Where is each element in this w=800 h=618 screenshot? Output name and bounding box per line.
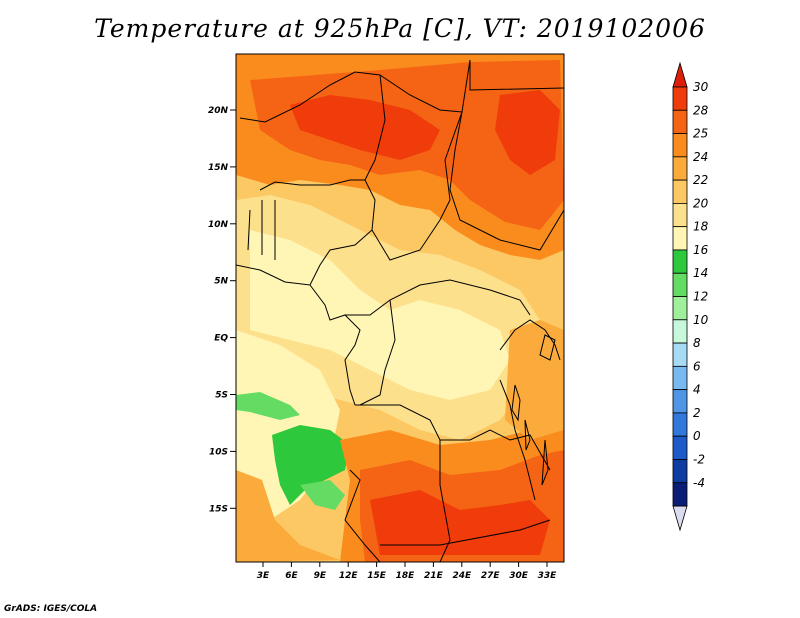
- colorbar-label: 4: [693, 383, 701, 397]
- colorbar-label: 8: [693, 336, 701, 350]
- lon-tick-label: 9E: [314, 571, 327, 581]
- colorbar-swatch: [672, 389, 688, 414]
- map-frame: [235, 53, 565, 563]
- colorbar-swatch: [672, 296, 688, 321]
- colorbar-swatch: [672, 86, 688, 111]
- colorbar-label: 14: [693, 266, 708, 280]
- temp-field-ne-hottest: [495, 90, 560, 175]
- colorbar-label: 30: [693, 80, 709, 94]
- colorbar-swatch: [672, 412, 688, 437]
- lon-tick-label: 12E: [339, 571, 359, 581]
- grads-credit: GrADS: IGES/COLA: [4, 604, 98, 614]
- colorbar-top-arrow: [672, 61, 688, 88]
- colorbar-label: 24: [693, 150, 708, 164]
- colorbar-swatch: [672, 179, 688, 204]
- temp-field-angola-green-light: [300, 480, 345, 510]
- latitude-axis: 20N 15N 10N 5N EQ 5S 10S 15S: [208, 106, 236, 514]
- lon-tick-label: 33E: [538, 571, 558, 581]
- lat-tick-label: 10N: [208, 220, 229, 230]
- colorbar-label: 6: [693, 359, 701, 373]
- colorbar-label: 10: [693, 313, 709, 327]
- lon-tick-label: 30E: [509, 571, 529, 581]
- lat-tick-label: 10S: [209, 447, 228, 457]
- lat-tick-label: 15N: [208, 163, 229, 173]
- colorbar-swatch: [672, 319, 688, 344]
- colorbar-label: 0: [693, 429, 701, 443]
- temp-field-central-cool: [250, 230, 510, 400]
- colorbar-swatch: [672, 435, 688, 460]
- colorbar-label: 16: [693, 243, 709, 257]
- lat-tick-label: 15S: [209, 504, 228, 514]
- colorbar-swatch: [672, 109, 688, 134]
- colorbar-swatch: [672, 156, 688, 181]
- country-borders: [236, 59, 564, 562]
- lat-tick-label: 20N: [208, 106, 229, 116]
- colorbar-swatch: [672, 133, 688, 158]
- colorbar-label: 18: [693, 220, 709, 234]
- temp-field-sw-coast: [236, 470, 340, 562]
- colorbar-swatch: [672, 202, 688, 228]
- colorbar-swatch: [672, 365, 688, 391]
- colorbar-swatch: [672, 482, 688, 507]
- temp-field-north-hottest: [290, 95, 440, 160]
- lat-tick-label: 5N: [214, 277, 228, 287]
- colorbar-bottom-arrow: [672, 505, 688, 532]
- lon-tick-label: 27E: [481, 571, 501, 581]
- lon-tick-label: 21E: [424, 571, 444, 581]
- lon-tick-label: 3E: [257, 571, 270, 581]
- colorbar-label: -4: [693, 476, 705, 490]
- temp-field-angola-green: [272, 425, 350, 505]
- colorbar-swatch: [672, 342, 688, 367]
- lon-tick-label: 6E: [285, 571, 298, 581]
- longitude-axis: 3E 6E 9E 12E 15E 18E 21E 24E 27E 30E 33E: [257, 562, 557, 581]
- colorbar-label: 25: [693, 127, 708, 141]
- colorbar-swatch: [672, 459, 688, 484]
- colorbar-swatch: [672, 249, 688, 274]
- colorbar-label: 2: [693, 406, 701, 420]
- colorbar-swatch: [672, 226, 688, 251]
- colorbar-label: 28: [693, 103, 709, 117]
- temp-field-south-hottest: [370, 490, 550, 555]
- colorbar-label: 22: [693, 173, 708, 187]
- chart-title: Temperature at 925hPa [C], VT: 201910200…: [94, 14, 706, 43]
- colorbar-label: -2: [693, 452, 705, 466]
- colorbar-swatch: [672, 272, 688, 297]
- temp-field-east-warm: [505, 320, 564, 440]
- colorbar-label: 12: [693, 290, 708, 304]
- lon-tick-label: 24E: [452, 571, 472, 581]
- lake-outlines: [511, 334, 556, 486]
- lat-tick-label: EQ: [214, 334, 228, 344]
- lon-tick-label: 15E: [367, 571, 387, 581]
- temp-field-coastal-green: [236, 392, 300, 420]
- lat-tick-label: 5S: [215, 391, 228, 401]
- lon-tick-label: 18E: [396, 571, 416, 581]
- colorbar-label: 20: [693, 196, 709, 210]
